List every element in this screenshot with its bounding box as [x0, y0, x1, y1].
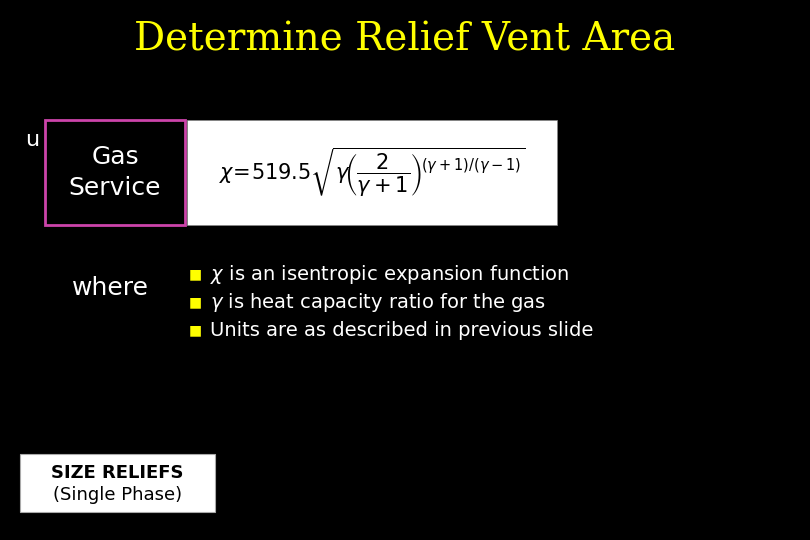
Text: (Single Phase): (Single Phase)	[53, 486, 182, 504]
Text: ■: ■	[189, 267, 202, 281]
Text: Units are as described in previous slide: Units are as described in previous slide	[210, 321, 594, 340]
FancyBboxPatch shape	[20, 454, 215, 512]
Text: u: u	[25, 130, 39, 150]
Text: where: where	[71, 276, 148, 300]
Text: $\gamma$ is heat capacity ratio for the gas: $\gamma$ is heat capacity ratio for the …	[210, 291, 546, 314]
Text: SIZE RELIEFS: SIZE RELIEFS	[51, 464, 184, 482]
Text: $\chi$ is an isentropic expansion function: $\chi$ is an isentropic expansion functi…	[210, 262, 569, 286]
Text: Gas
Service: Gas Service	[69, 145, 161, 200]
Text: $\chi\!=\!519.5\sqrt{\gamma\!\left(\dfrac{2}{\gamma+1}\right)^{\!(\gamma+1)/(\ga: $\chi\!=\!519.5\sqrt{\gamma\!\left(\dfra…	[219, 146, 526, 199]
FancyBboxPatch shape	[187, 120, 557, 225]
FancyBboxPatch shape	[45, 120, 185, 225]
Text: ■: ■	[189, 323, 202, 337]
Text: Determine Relief Vent Area: Determine Relief Vent Area	[134, 22, 676, 58]
Text: ■: ■	[189, 295, 202, 309]
